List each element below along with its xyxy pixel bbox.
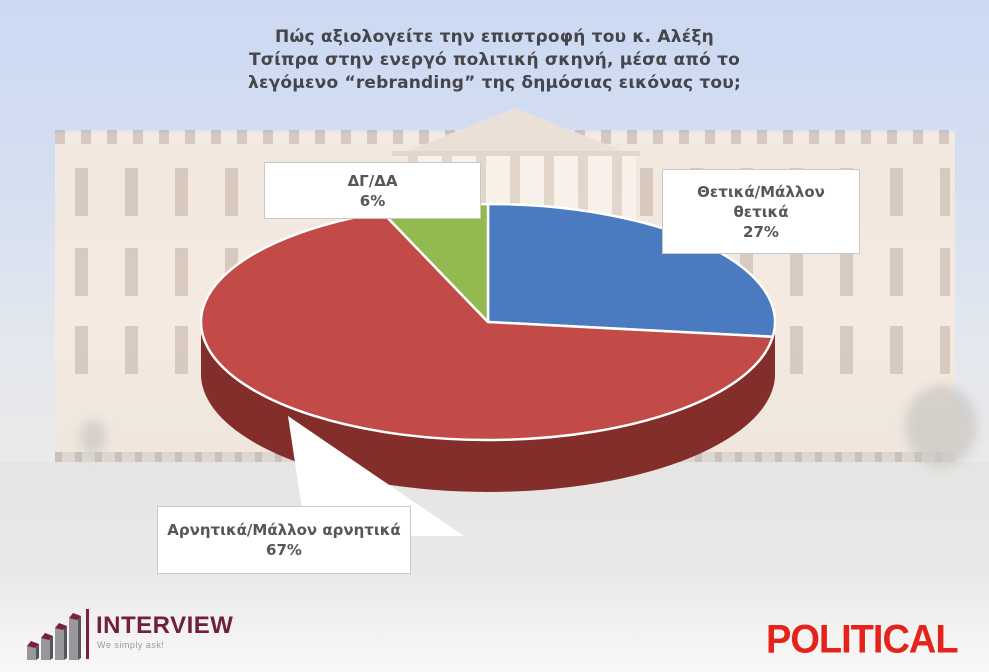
callout-positive-label-2: θετικά [733, 202, 789, 221]
tree-silhouette [905, 385, 977, 467]
bar-chart-icon [27, 613, 81, 660]
callout-dk-na-label: ΔΓ/ΔΑ [347, 171, 398, 190]
callout-negative-value: 67% [266, 541, 302, 559]
logo-divider [86, 609, 89, 659]
title-line-2: Τσίπρα στην ενεργό πολιτική σκηνή, μέσα … [248, 50, 741, 70]
page-title: Πώς αξιολογείτε την επιστροφή του κ. Αλέ… [0, 26, 989, 95]
building-pediment-base [392, 151, 640, 156]
title-line-3: λεγόμενο “rebranding” της δημόσιας εικόν… [248, 73, 741, 93]
interview-logo: INTERVIEW We simply ask! [26, 604, 286, 666]
pie-slice-Αρνητικά/Μάλλον αρνητικά [199, 211, 774, 442]
callout-negative-label: Αρνητικά/Μάλλον αρνητικά [167, 521, 401, 539]
interview-wordmark: INTERVIEW [96, 612, 234, 639]
interview-tagline: We simply ask! [97, 640, 165, 650]
background-fade [0, 575, 989, 672]
callout-positive: Θετικά/Μάλλον θετικά 27% [662, 169, 860, 254]
callout-positive-value: 27% [743, 222, 779, 241]
callout-dk-na: ΔΓ/ΔΑ 6% [264, 162, 481, 219]
political-wordmark: POLITICAL [766, 618, 959, 663]
title-line-1: Πώς αξιολογείτε την επιστροφή του κ. Αλέ… [275, 27, 714, 47]
callout-dk-na-value: 6% [359, 191, 386, 210]
building-pediment [400, 108, 630, 154]
callout-positive-label-1: Θετικά/Μάλλον [697, 182, 825, 201]
bar-2 [41, 633, 53, 660]
pie-depth [201, 322, 775, 492]
bar-1 [27, 641, 39, 660]
bar-4 [69, 613, 81, 660]
figure-silhouette [80, 420, 106, 454]
callout-negative: Αρνητικά/Μάλλον αρνητικά 67% [157, 506, 411, 574]
bar-3 [55, 623, 67, 660]
